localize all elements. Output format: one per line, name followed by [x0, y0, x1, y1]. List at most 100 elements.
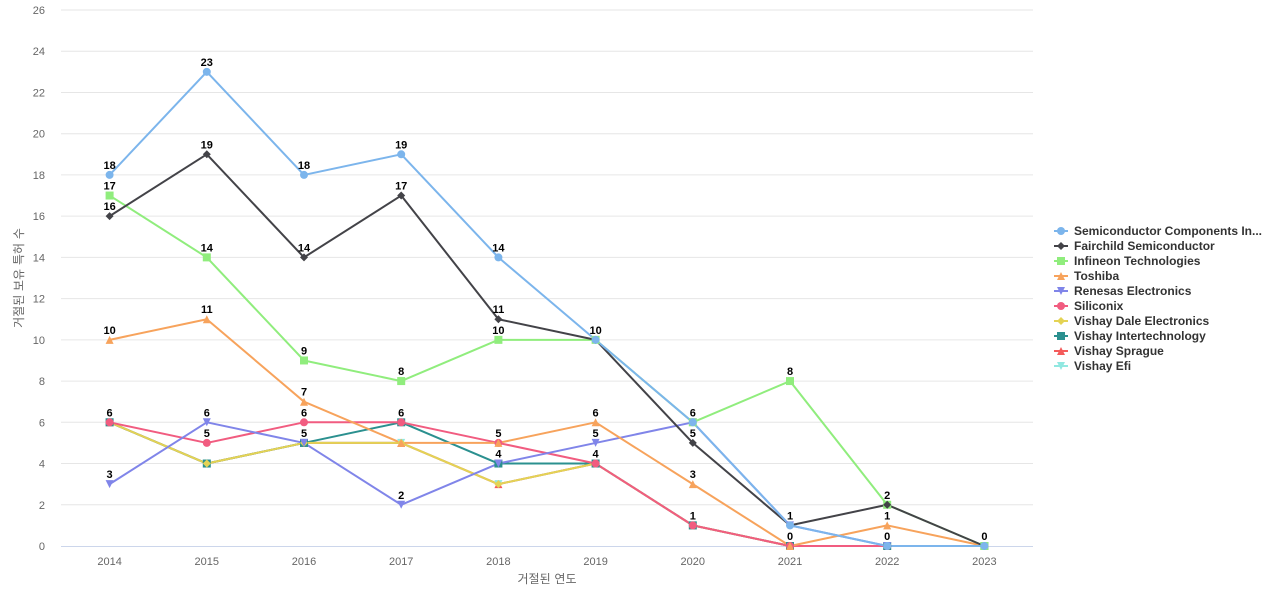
data-point-marker [397, 418, 406, 427]
data-label: 4 [495, 449, 502, 461]
series-marker-group [105, 315, 989, 550]
data-point-marker [591, 335, 600, 344]
series-line [109, 421, 985, 547]
data-point-marker [105, 480, 114, 489]
legend-marker-icon [1057, 287, 1065, 295]
data-point-marker [397, 438, 406, 447]
legend-marker-icon [1057, 227, 1065, 235]
data-point-marker [397, 191, 406, 200]
y-tick-label: 26 [33, 5, 45, 17]
series-line [109, 421, 985, 547]
legend-item[interactable]: Toshiba [1054, 269, 1119, 283]
data-point-marker [397, 500, 406, 509]
series-marker-group [105, 418, 989, 550]
data-label: 17 [395, 181, 407, 193]
data-label: 5 [204, 428, 210, 440]
data-label: 8 [787, 366, 793, 378]
y-tick-label: 4 [39, 459, 45, 471]
data-label: 6 [398, 407, 404, 419]
data-point-marker [883, 521, 892, 530]
legend-item[interactable]: Fairchild Semiconductor [1054, 239, 1215, 253]
legend: Semiconductor Components In...Fairchild … [1054, 224, 1262, 373]
legend-item[interactable]: Vishay Sprague [1054, 344, 1164, 358]
data-point-marker [688, 480, 697, 489]
data-point-marker [883, 500, 892, 509]
series-line [109, 421, 985, 547]
x-tick-label: 2022 [875, 556, 899, 568]
y-tick-label: 20 [33, 129, 45, 141]
legend-item[interactable]: Semiconductor Components In... [1054, 224, 1262, 238]
data-label: 14 [492, 242, 505, 254]
legend-item[interactable]: Vishay Dale Electronics [1054, 314, 1210, 328]
data-labels: 1823181914161914171110512017149810681011… [103, 57, 987, 543]
data-label: 1 [690, 510, 696, 522]
x-axis-ticks: 2014 2015 2016 2017 2018 2019 2020 2021 2022 2023 [97, 556, 996, 568]
data-label: 2 [884, 490, 890, 502]
data-label: 2 [398, 490, 404, 502]
legend-marker-icon [1057, 257, 1065, 265]
data-point-marker [202, 67, 211, 76]
legend-marker-icon [1057, 332, 1065, 340]
data-label: 5 [593, 428, 599, 440]
series-marker-group [105, 150, 989, 550]
data-label: 5 [301, 428, 307, 440]
data-point-marker [105, 335, 114, 344]
y-tick-label: 8 [39, 376, 45, 388]
legend-label: Siliconix [1074, 299, 1124, 313]
x-tick-label: 2016 [292, 556, 316, 568]
legend-marker-icon [1057, 242, 1065, 250]
data-label: 3 [690, 469, 696, 481]
data-label: 7 [301, 387, 307, 399]
data-label: 1 [787, 510, 793, 522]
data-point-marker [397, 150, 406, 159]
data-label: 14 [201, 242, 214, 254]
y-tick-label: 22 [33, 87, 45, 99]
legend-marker-icon [1057, 272, 1065, 280]
x-tick-label: 2023 [972, 556, 996, 568]
data-point-marker [300, 356, 308, 365]
x-tick-label: 2017 [389, 556, 413, 568]
data-label: 16 [103, 201, 115, 213]
data-point-marker [494, 480, 503, 489]
series-line [108, 70, 985, 547]
data-point-marker [591, 418, 600, 427]
legend-marker-icon [1057, 317, 1065, 325]
data-point-marker [786, 377, 794, 386]
data-point-marker [494, 335, 503, 344]
legend-item[interactable]: Infineon Technologies [1054, 254, 1201, 268]
x-tick-label: 2018 [486, 556, 510, 568]
x-tick-label: 2021 [778, 556, 802, 568]
x-tick-label: 2015 [195, 556, 219, 568]
data-label: 11 [201, 304, 213, 316]
data-label: 6 [204, 407, 210, 419]
legend-item[interactable]: Siliconix [1054, 299, 1124, 313]
legend-label: Renesas Electronics [1074, 284, 1192, 298]
data-label: 10 [103, 325, 115, 337]
legend-item[interactable]: Vishay Intertechnology [1054, 329, 1206, 343]
data-label: 0 [884, 531, 890, 543]
legend-label: Fairchild Semiconductor [1074, 239, 1215, 253]
y-tick-label: 10 [33, 335, 45, 347]
data-point-marker [202, 253, 211, 262]
data-point-marker [786, 521, 794, 530]
y-tick-label: 24 [33, 46, 45, 58]
series-marker-group [105, 418, 989, 550]
data-label: 10 [589, 325, 601, 337]
series-line [109, 421, 985, 547]
data-label: 19 [395, 139, 407, 151]
legend-marker-icon [1057, 302, 1065, 310]
data-label: 6 [593, 407, 599, 419]
series-line [109, 421, 985, 547]
data-point-marker [397, 377, 406, 386]
legend-item[interactable]: Vishay Efi [1054, 359, 1131, 373]
legend-label: Toshiba [1074, 269, 1119, 283]
y-tick-label: 2 [39, 500, 45, 512]
data-point-marker [105, 191, 114, 200]
data-point-marker [494, 459, 503, 468]
data-point-marker [494, 253, 503, 262]
data-label: 10 [492, 325, 504, 337]
data-point-marker [494, 315, 503, 324]
legend-label: Vishay Intertechnology [1074, 329, 1206, 343]
legend-item[interactable]: Renesas Electronics [1054, 284, 1192, 298]
y-tick-label: 16 [33, 211, 45, 223]
